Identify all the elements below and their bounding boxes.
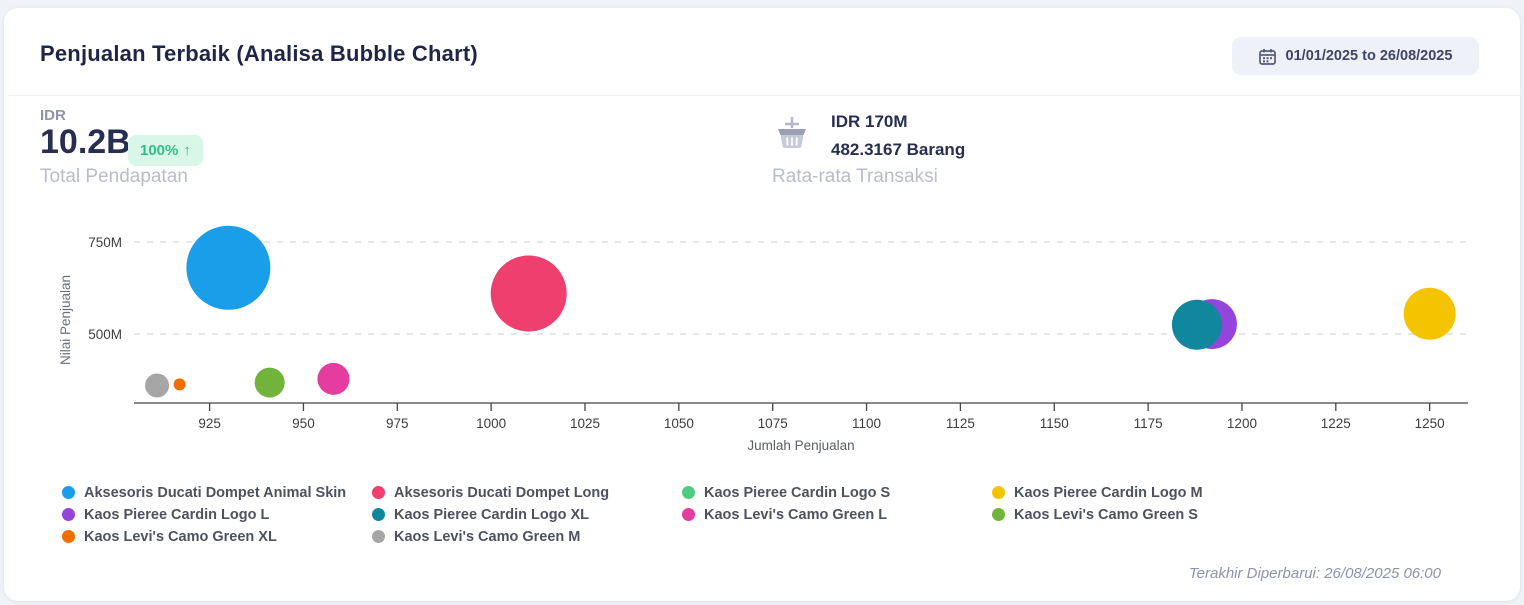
total-revenue-value: 10.2B bbox=[40, 123, 131, 161]
legend-label: Kaos Pieree Cardin Logo XL bbox=[394, 506, 589, 523]
x-tick-label: 1200 bbox=[1227, 416, 1257, 431]
legend-item[interactable]: Kaos Levi's Camo Green M bbox=[372, 528, 682, 545]
legend-dot-icon bbox=[992, 508, 1005, 521]
legend-item[interactable]: Aksesoris Ducati Dompet Long bbox=[372, 484, 682, 501]
x-tick-label: 1250 bbox=[1415, 416, 1445, 431]
legend-dot-icon bbox=[62, 530, 75, 543]
arrow-up-icon: ↑ bbox=[183, 142, 191, 159]
legend-item[interactable]: Kaos Levi's Camo Green XL bbox=[62, 528, 372, 545]
currency-label: IDR bbox=[40, 107, 66, 124]
x-tick-label: 1225 bbox=[1321, 416, 1351, 431]
x-tick-label: 975 bbox=[386, 416, 409, 431]
legend-label: Kaos Levi's Camo Green L bbox=[704, 506, 888, 523]
legend-label: Aksesoris Ducati Dompet Animal Skin bbox=[84, 484, 347, 501]
y-axis-title: Nilai Penjualan bbox=[58, 275, 73, 365]
transaction-items: 482.3167 Barang bbox=[831, 140, 966, 159]
chart-bubble[interactable]: Kaos Levi's Camo Green S bbox=[254, 367, 285, 398]
legend-item[interactable]: Kaos Levi's Camo Green S bbox=[992, 506, 1302, 523]
legend-label: Kaos Pieree Cardin Logo S bbox=[704, 484, 891, 501]
x-tick-label: 1025 bbox=[570, 416, 600, 431]
chart-bubble[interactable]: Kaos Pieree Cardin Logo M bbox=[1403, 287, 1456, 340]
legend-item[interactable]: Kaos Levi's Camo Green L bbox=[682, 506, 992, 523]
last-updated-note: Terakhir Diperbarui: 26/08/2025 06:00 bbox=[1188, 565, 1441, 582]
x-axis-title: Jumlah Penjualan bbox=[747, 438, 854, 453]
legend-dot-icon bbox=[62, 486, 75, 499]
legend-item[interactable]: Aksesoris Ducati Dompet Animal Skin bbox=[62, 484, 372, 501]
legend-dot-icon bbox=[62, 508, 75, 521]
legend-label: Kaos Pieree Cardin Logo L bbox=[84, 506, 270, 523]
page-title: Penjualan Terbaik (Analisa Bubble Chart) bbox=[40, 41, 478, 66]
chart-bubble[interactable]: Kaos Pieree Cardin Logo XL bbox=[1171, 299, 1222, 350]
legend-dot-icon bbox=[372, 530, 385, 543]
revenue-caption: Total Pendapatan bbox=[40, 166, 188, 187]
date-range-value: 01/01/2025 to 26/08/2025 bbox=[1285, 48, 1453, 64]
legend-label: Kaos Levi's Camo Green XL bbox=[84, 528, 277, 545]
x-tick-label: 1075 bbox=[758, 416, 788, 431]
transaction-caption: Rata-rata Transaksi bbox=[772, 166, 938, 187]
calendar-icon bbox=[1258, 48, 1276, 65]
legend-item[interactable]: Kaos Pieree Cardin Logo XL bbox=[372, 506, 682, 523]
chart-bubble[interactable]: Kaos Levi's Camo Green M bbox=[145, 373, 170, 398]
chart-bubble[interactable]: Aksesoris Ducati Dompet Animal Skin bbox=[186, 225, 271, 310]
revenue-trend-badge: 100% ↑ bbox=[128, 135, 203, 166]
trend-percentage: 100% bbox=[140, 142, 179, 159]
chart-bubble[interactable]: Kaos Levi's Camo Green L bbox=[317, 362, 350, 395]
chart-legend: Aksesoris Ducati Dompet Animal Skin Akses… bbox=[62, 484, 1302, 545]
legend-dot-icon bbox=[372, 508, 385, 521]
legend-label: Kaos Levi's Camo Green S bbox=[1014, 506, 1198, 523]
legend-dot-icon bbox=[682, 508, 695, 521]
y-tick-label: 500M bbox=[88, 327, 122, 342]
dashboard-card: Penjualan Terbaik (Analisa Bubble Chart)… bbox=[4, 8, 1524, 601]
x-tick-label: 1150 bbox=[1040, 416, 1069, 431]
y-tick-label: 750M bbox=[88, 235, 122, 250]
bubble-chart: 750M 500M Nilai Penjualan 925 950 975 1000 1025… bbox=[58, 225, 1468, 453]
legend-dot-icon bbox=[372, 486, 385, 499]
legend-dot-icon bbox=[992, 486, 1005, 499]
chart-bubble[interactable]: Aksesoris Ducati Dompet Long bbox=[490, 255, 567, 332]
legend-item[interactable]: Kaos Pieree Cardin Logo M bbox=[992, 484, 1302, 501]
legend-item[interactable]: Kaos Pieree Cardin Logo S bbox=[682, 484, 992, 501]
x-tick-label: 1175 bbox=[1134, 416, 1163, 431]
legend-label: Aksesoris Ducati Dompet Long bbox=[394, 484, 610, 501]
x-tick-label: 950 bbox=[292, 416, 315, 431]
x-tick-label: 1100 bbox=[852, 416, 881, 431]
legend-dot-icon bbox=[682, 486, 695, 499]
legend-label: Kaos Pieree Cardin Logo M bbox=[1014, 484, 1203, 501]
x-tick-label: 1050 bbox=[664, 416, 694, 431]
date-range-picker[interactable]: 01/01/2025 to 26/08/2025 bbox=[1232, 37, 1479, 75]
legend-item[interactable]: Kaos Pieree Cardin Logo L bbox=[62, 506, 372, 523]
basket-icon bbox=[774, 116, 810, 150]
x-tick-label: 1000 bbox=[476, 416, 506, 431]
legend-label: Kaos Levi's Camo Green M bbox=[394, 528, 581, 545]
header-divider bbox=[8, 95, 1524, 96]
x-tick-label: 1125 bbox=[946, 416, 975, 431]
chart-bubble[interactable]: Kaos Levi's Camo Green XL bbox=[173, 378, 186, 391]
x-tick-label: 925 bbox=[198, 416, 221, 431]
transaction-amount: IDR 170M bbox=[831, 112, 908, 131]
